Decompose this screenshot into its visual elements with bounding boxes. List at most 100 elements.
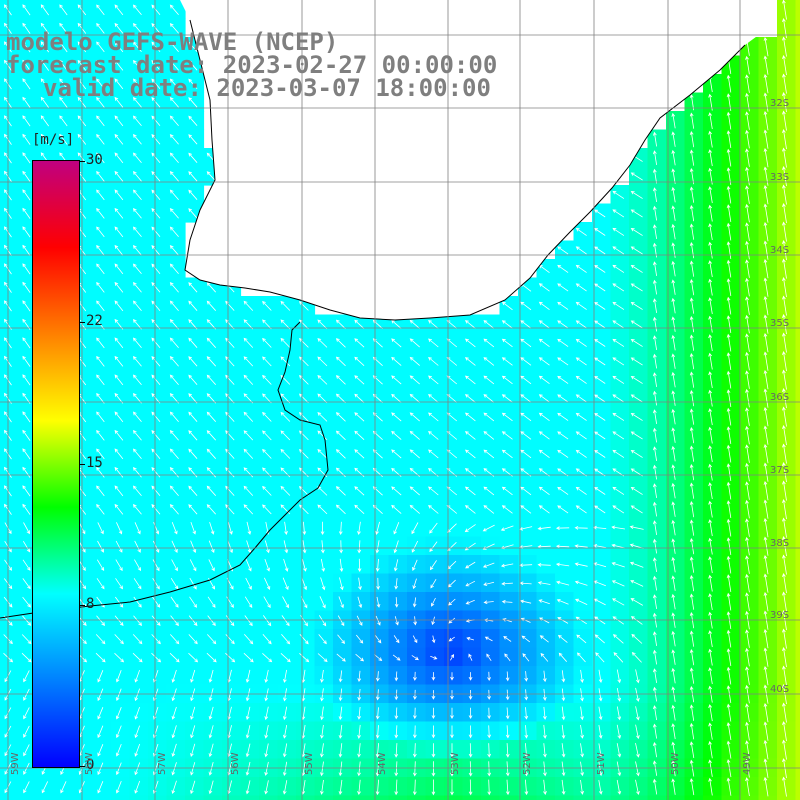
wind-speed-cell [758, 536, 778, 556]
wind-speed-cell [758, 166, 778, 186]
wind-arrow [243, 411, 254, 422]
wind-speed-cell [777, 777, 797, 797]
wind-speed-cell [592, 666, 612, 686]
wind-speed-cell [573, 296, 593, 316]
wind-arrow [95, 634, 106, 645]
wind-arrow [708, 315, 713, 333]
wind-arrow [299, 653, 310, 663]
wind-speed-cell [129, 18, 149, 38]
wind-arrow [375, 615, 381, 626]
wind-speed-cell [425, 351, 445, 371]
wind-speed-cell [111, 18, 131, 38]
wind-arrow [580, 669, 584, 683]
wind-speed-cell [758, 703, 778, 723]
wind-arrow [580, 706, 584, 721]
wind-arrow [726, 389, 732, 407]
wind-arrow [132, 189, 142, 201]
wind-speed-cell [777, 296, 797, 316]
wind-speed-cell [240, 370, 260, 390]
wind-arrow [708, 186, 713, 204]
wind-arrow [282, 577, 289, 591]
wind-speed-cell [370, 573, 390, 593]
wind-arrow [689, 611, 695, 629]
wind-arrow [317, 393, 328, 404]
wind-arrow [96, 207, 105, 219]
wind-speed-cell [647, 277, 667, 297]
wind-speed-cell [425, 481, 445, 501]
wind-speed-cell [629, 351, 649, 371]
wind-speed-cell [684, 795, 704, 800]
wind-speed-cell [333, 721, 353, 741]
wind-speed-cell [684, 240, 704, 260]
wind-arrow [357, 670, 362, 683]
wind-arrow [22, 411, 31, 423]
wind-speed-cell [721, 111, 741, 131]
wind-arrow [671, 297, 676, 314]
wind-arrow [151, 300, 161, 312]
wind-speed-cell [758, 277, 778, 297]
wind-arrow [317, 319, 328, 330]
wind-speed-cell [573, 703, 593, 723]
wind-arrow [630, 246, 643, 255]
wind-arrow [782, 55, 787, 76]
wind-speed-cell [573, 555, 593, 575]
wind-speed-cell [129, 166, 149, 186]
wind-speed-cell [203, 703, 223, 723]
wind-arrow [745, 277, 750, 297]
wind-arrow [429, 560, 437, 571]
wind-arrow [708, 519, 713, 537]
wind-arrow [555, 526, 570, 531]
wind-arrow [428, 375, 439, 385]
wind-speed-cell [240, 296, 260, 316]
wind-arrow [708, 297, 713, 315]
wind-speed-cell [259, 555, 279, 575]
wind-speed-cell [666, 629, 686, 649]
latitude-label: 32S [770, 98, 790, 109]
wind-arrow [501, 412, 513, 422]
wind-speed-cell [111, 499, 131, 519]
wind-arrow [557, 320, 569, 329]
wind-speed-cell [518, 573, 538, 593]
model-title: modelo GEFS-WAVE (NCEP) [6, 28, 339, 56]
wind-speed-cell [203, 462, 223, 482]
wind-speed-cell [111, 573, 131, 593]
wind-arrow [521, 635, 531, 643]
wind-arrow [206, 282, 216, 293]
wind-speed-cell [222, 592, 242, 612]
wind-arrow [557, 264, 569, 273]
wind-speed-cell [148, 259, 168, 279]
wind-arrow [671, 519, 676, 536]
wind-speed-cell [259, 407, 279, 427]
wind-arrow [22, 559, 31, 571]
wind-speed-cell [462, 481, 482, 501]
wind-speed-cell [555, 740, 575, 760]
wind-speed-cell [333, 314, 353, 334]
wind-speed-cell [92, 647, 112, 667]
wind-arrow [708, 426, 713, 444]
wind-arrow [561, 706, 566, 721]
wind-speed-cell [758, 55, 778, 75]
wind-speed-cell [518, 703, 538, 723]
wind-arrow [262, 300, 272, 311]
wind-arrow [59, 133, 68, 145]
wind-speed-cell [795, 703, 800, 723]
wind-arrow [487, 689, 491, 700]
wind-arrow [59, 41, 68, 53]
wind-speed-cell [481, 333, 501, 353]
wind-speed-cell [370, 388, 390, 408]
wind-speed-cell [592, 351, 612, 371]
wind-speed-cell [0, 573, 20, 593]
wind-speed-cell [185, 166, 205, 186]
wind-arrow [358, 577, 362, 591]
wind-arrow [152, 559, 160, 572]
wind-speed-cell [721, 518, 741, 538]
wind-arrow [114, 355, 124, 367]
wind-arrow [612, 227, 625, 236]
wind-arrow [97, 688, 104, 702]
wind-speed-cell [425, 666, 445, 686]
wind-speed-cell [647, 240, 667, 260]
wind-arrow [280, 337, 291, 348]
wind-speed-cell [0, 370, 20, 390]
wind-speed-cell [795, 333, 800, 353]
wind-speed-cell [388, 703, 408, 723]
